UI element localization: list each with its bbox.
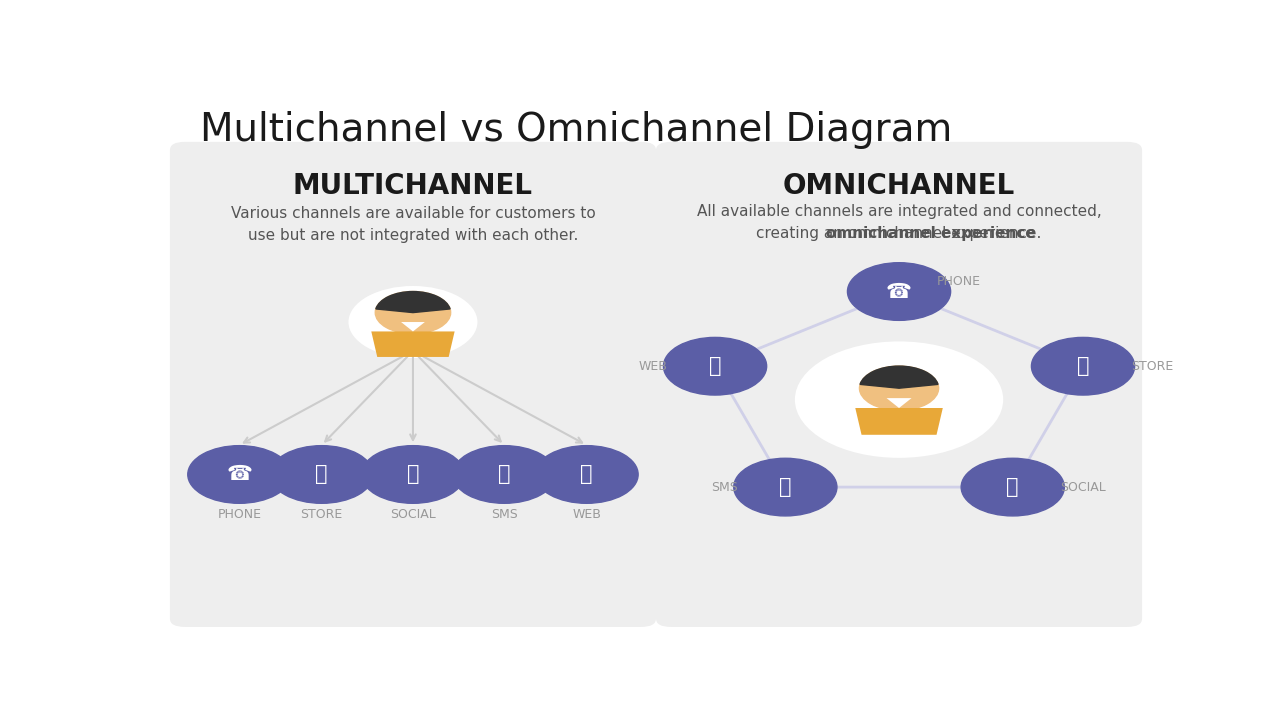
Circle shape xyxy=(453,446,556,503)
Wedge shape xyxy=(860,366,938,388)
Text: ⛺: ⛺ xyxy=(315,464,328,485)
Polygon shape xyxy=(855,408,943,435)
Text: ⛺: ⛺ xyxy=(1076,356,1089,377)
Circle shape xyxy=(831,360,966,436)
Text: 👥: 👥 xyxy=(1006,477,1019,497)
Circle shape xyxy=(270,446,374,503)
Circle shape xyxy=(847,263,951,320)
Text: ☎: ☎ xyxy=(227,464,252,485)
Text: PHONE: PHONE xyxy=(937,275,980,288)
Circle shape xyxy=(535,446,639,503)
Circle shape xyxy=(348,286,477,358)
Text: SOCIAL: SOCIAL xyxy=(1060,480,1106,494)
Circle shape xyxy=(733,458,837,516)
Text: Multichannel vs Omnichannel Diagram: Multichannel vs Omnichannel Diagram xyxy=(200,112,952,149)
Text: WEB: WEB xyxy=(572,508,602,521)
Text: 💬: 💬 xyxy=(498,464,511,485)
Circle shape xyxy=(188,446,291,503)
Circle shape xyxy=(375,292,451,333)
Polygon shape xyxy=(887,398,911,408)
Circle shape xyxy=(361,446,465,503)
Text: ☎: ☎ xyxy=(886,282,913,302)
Circle shape xyxy=(961,458,1065,516)
Text: SMS: SMS xyxy=(490,508,517,521)
Circle shape xyxy=(1032,338,1134,395)
Text: 💬: 💬 xyxy=(780,477,791,497)
Text: STORE: STORE xyxy=(301,508,343,521)
Text: OMNICHANNEL: OMNICHANNEL xyxy=(783,172,1015,200)
Text: creating an omnichannel experience.: creating an omnichannel experience. xyxy=(756,226,1042,241)
Text: WEB: WEB xyxy=(639,360,667,373)
Text: omnichannel experience: omnichannel experience xyxy=(826,226,1036,241)
Polygon shape xyxy=(401,322,425,331)
Text: All available channels are integrated and connected,: All available channels are integrated an… xyxy=(696,204,1101,220)
Circle shape xyxy=(663,338,767,395)
Wedge shape xyxy=(376,292,451,312)
Text: SMS: SMS xyxy=(710,480,737,494)
Text: MULTICHANNEL: MULTICHANNEL xyxy=(293,172,532,200)
Circle shape xyxy=(795,341,1004,458)
Text: SOCIAL: SOCIAL xyxy=(390,508,435,521)
Circle shape xyxy=(859,366,938,410)
Text: 👥: 👥 xyxy=(407,464,420,485)
Polygon shape xyxy=(371,331,454,357)
Text: 🌐: 🌐 xyxy=(709,356,722,377)
FancyBboxPatch shape xyxy=(657,142,1142,627)
Text: Various channels are available for customers to
use but are not integrated with : Various channels are available for custo… xyxy=(230,206,595,243)
Text: STORE: STORE xyxy=(1130,360,1172,373)
Text: PHONE: PHONE xyxy=(218,508,261,521)
FancyBboxPatch shape xyxy=(170,142,657,627)
Text: 🌐: 🌐 xyxy=(580,464,593,485)
